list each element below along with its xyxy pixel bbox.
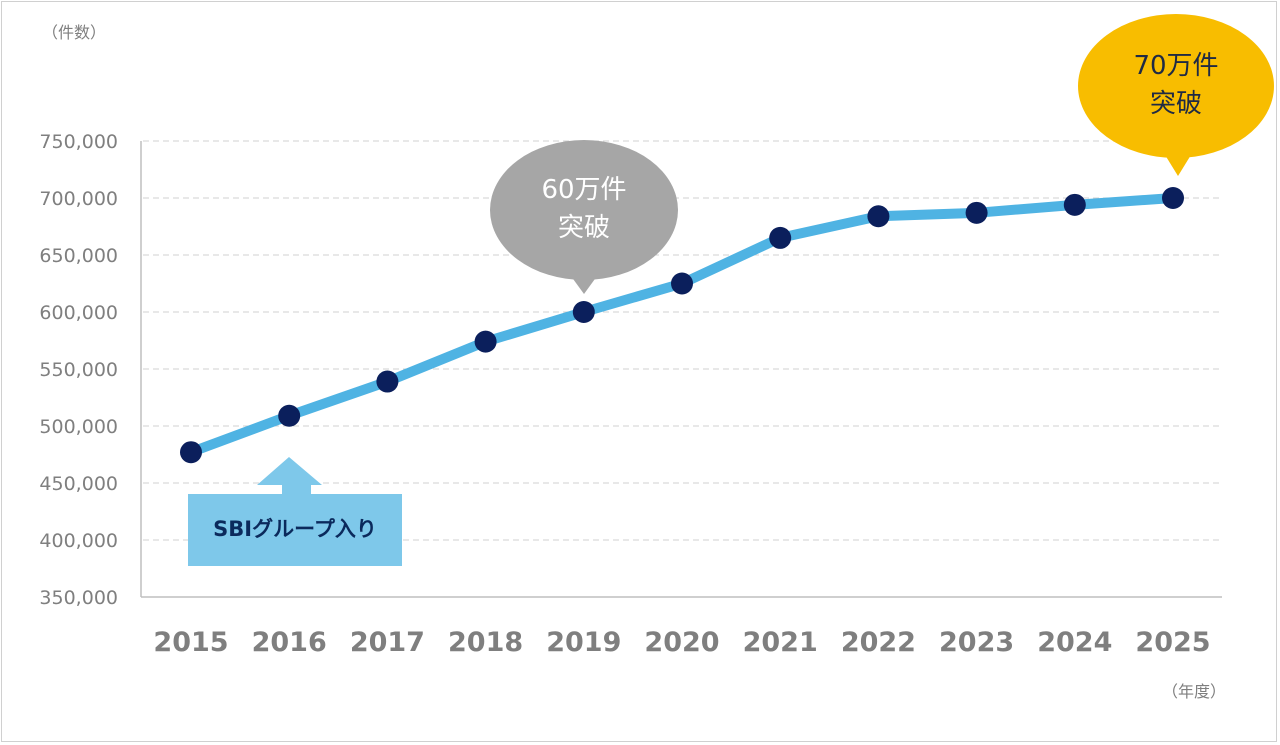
x-tick-label: 2024 bbox=[1037, 627, 1112, 658]
x-tick-label: 2018 bbox=[448, 627, 523, 658]
sbi-group-label: SBIグループ入り bbox=[213, 517, 377, 541]
up-arrow-box bbox=[188, 457, 402, 566]
x-axis-label: （年度） bbox=[1162, 682, 1226, 701]
x-tick-label: 2017 bbox=[350, 627, 425, 658]
callout-600k: 60万件 突破 bbox=[490, 140, 678, 294]
x-tick-label: 2019 bbox=[546, 627, 621, 658]
y-axis-label: （件数） bbox=[42, 23, 106, 42]
data-point-2021 bbox=[769, 226, 792, 249]
x-tick-label: 2023 bbox=[939, 627, 1014, 658]
data-point-2023 bbox=[965, 201, 988, 224]
y-tick-label: 400,000 bbox=[39, 530, 118, 552]
x-tick-label: 2020 bbox=[644, 627, 719, 658]
callout-pointer bbox=[1162, 150, 1194, 176]
data-point-2016 bbox=[278, 404, 301, 427]
y-tick-label: 600,000 bbox=[39, 302, 118, 324]
callout-text-2: 突破 bbox=[1150, 89, 1202, 119]
y-tick-label: 450,000 bbox=[39, 473, 118, 495]
callout-pointer bbox=[568, 272, 600, 294]
x-tick-label: 2015 bbox=[153, 627, 228, 658]
x-tick-label: 2021 bbox=[743, 627, 818, 658]
callout-700k: 70万件 突破 bbox=[1078, 14, 1274, 176]
x-tick-label: 2022 bbox=[841, 627, 916, 658]
data-point-2019 bbox=[572, 301, 595, 323]
data-point-2025 bbox=[1162, 187, 1184, 209]
callout-text-1: 60万件 bbox=[541, 175, 626, 205]
data-point-2022 bbox=[867, 205, 890, 228]
y-tick-label: 700,000 bbox=[39, 188, 118, 210]
y-tick-label: 350,000 bbox=[39, 587, 118, 609]
data-point-2020 bbox=[671, 272, 693, 295]
callout-text-2: 突破 bbox=[558, 213, 610, 243]
x-tick-label: 2025 bbox=[1135, 627, 1210, 658]
data-point-2018 bbox=[474, 330, 497, 353]
x-tick-label: 2016 bbox=[252, 627, 327, 658]
data-point-2024 bbox=[1063, 193, 1086, 216]
data-point-2015 bbox=[180, 441, 202, 464]
y-tick-label: 650,000 bbox=[39, 245, 118, 267]
series-line bbox=[189, 193, 1174, 457]
callout-bubble bbox=[490, 140, 678, 280]
sbi-group-annotation: SBIグループ入り bbox=[188, 457, 402, 566]
callout-bubble bbox=[1078, 14, 1274, 158]
y-tick-label: 750,000 bbox=[39, 131, 118, 153]
y-tick-label: 500,000 bbox=[39, 416, 118, 438]
data-point-2017 bbox=[376, 370, 399, 393]
callout-text-1: 70万件 bbox=[1133, 51, 1218, 81]
y-tick-label: 550,000 bbox=[39, 359, 118, 381]
